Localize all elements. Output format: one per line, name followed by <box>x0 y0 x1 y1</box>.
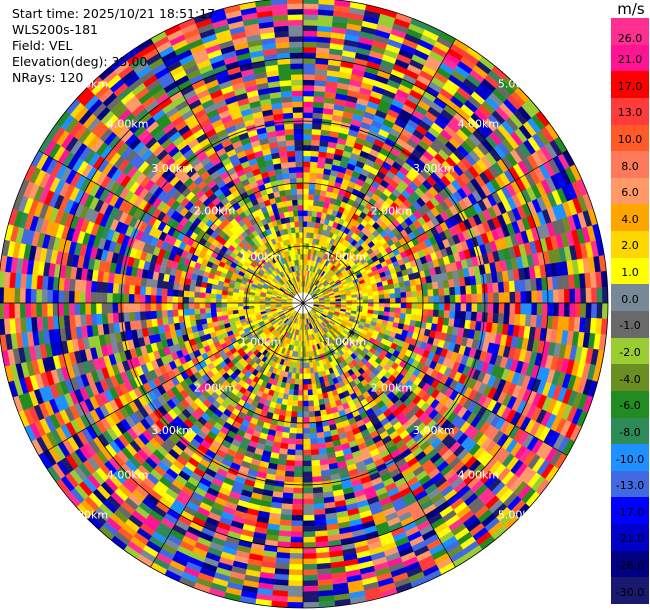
colorbar-tick-label: 2.0 <box>621 239 639 253</box>
range-ring-label: 1.00km <box>325 335 367 348</box>
colorbar-swatch <box>611 124 649 152</box>
colorbar-tick-label: -4.0 <box>619 372 641 386</box>
range-ring-label: 2.00km <box>371 381 413 394</box>
azimuth-spoke <box>302 38 456 304</box>
colorbar-swatch <box>611 71 649 99</box>
range-ring-label: 2.00km <box>194 381 236 394</box>
colorbar-tick-label: 8.0 <box>621 159 639 173</box>
azimuth-spoke <box>38 150 304 304</box>
nrays-label: NRays: 120 <box>12 70 84 85</box>
range-ring-label: 1.00km <box>240 251 282 264</box>
colorbar-swatch <box>611 577 649 605</box>
colorbar-swatch <box>611 390 649 419</box>
velocity-field <box>0 0 608 608</box>
range-ring-label: 4.00km <box>107 468 149 481</box>
colorbar-tick-label: -1.0 <box>619 319 641 333</box>
azimuth-spoke <box>302 302 456 568</box>
range-ring-label: 2.00km <box>371 205 413 218</box>
range-ring-label: 1.00km <box>325 251 367 264</box>
colorbar-swatch <box>611 231 649 259</box>
colorbar-tick-label: -17.0 <box>615 505 645 519</box>
azimuth-spoke <box>150 302 304 568</box>
range-ring-label: 5.00km <box>67 509 109 522</box>
colorbar-tick-label: 1.0 <box>621 266 639 280</box>
colorbar-swatch <box>611 44 649 72</box>
colorbar-swatch <box>611 18 649 46</box>
range-ring-label: 1.00km <box>240 335 282 348</box>
colorbar-swatch <box>611 311 649 339</box>
colorbar-tick-label: -13.0 <box>615 479 645 493</box>
colorbar-tick-label: -2.0 <box>619 345 641 359</box>
range-ring-label: 3.00km <box>413 424 455 437</box>
colorbar-tick-label: -26.0 <box>615 559 645 573</box>
colorbar-tick-label: 0.0 <box>621 292 639 306</box>
colorbar-tick-label: -10.0 <box>615 452 645 466</box>
colorbar-tick-label: 13.0 <box>617 106 643 120</box>
colorbar-swatch <box>611 497 649 525</box>
azimuth-spoke <box>302 150 568 304</box>
colorbar-tick-label: 21.0 <box>617 52 643 66</box>
colorbar-swatch <box>611 444 649 472</box>
range-ring-label: 3.00km <box>151 424 193 437</box>
range-ring-label: 4.00km <box>458 468 500 481</box>
colorbar-swatch <box>611 470 649 498</box>
colorbar-tick-label: 10.0 <box>617 132 643 146</box>
range-ring-label: 5.00km <box>67 77 109 90</box>
colorbar <box>611 18 649 605</box>
colorbar-swatch <box>611 550 649 578</box>
colorbar-swatch <box>611 284 649 312</box>
colorbar-tick-label: 6.0 <box>621 186 639 200</box>
colorbar-tick-label: 26.0 <box>617 32 643 46</box>
colorbar-tick-label: -30.0 <box>615 585 645 599</box>
range-ring-label: 3.00km <box>413 162 455 175</box>
instrument-label: WLS200s-181 <box>12 22 98 37</box>
range-ring-label: 5.00km <box>498 77 540 90</box>
start-time-label: Start time: 2025/10/21 18:51:17 <box>12 6 216 21</box>
colorbar-unit: m/s <box>617 0 645 18</box>
azimuth-spoke <box>150 38 304 304</box>
azimuth-spoke <box>302 302 568 456</box>
range-ring-label: 4.00km <box>458 118 500 131</box>
colorbar-swatch <box>611 257 649 285</box>
colorbar-swatch <box>611 417 649 445</box>
colorbar-tick-label: -8.0 <box>619 425 641 439</box>
field-label: Field: VEL <box>12 38 73 53</box>
colorbar-tick-label: 4.0 <box>621 212 639 226</box>
colorbar-swatch <box>611 364 649 392</box>
colorbar-swatch <box>611 151 649 179</box>
colorbar-swatch <box>611 337 649 365</box>
range-ring-label: 4.00km <box>107 118 149 131</box>
range-ring-label: 5.00km <box>498 509 540 522</box>
colorbar-swatch <box>611 204 649 232</box>
range-ring-label: 3.00km <box>151 162 193 175</box>
elevation-label: Elevation(deg): 35.00 <box>12 54 148 69</box>
colorbar-swatch <box>611 524 649 552</box>
colorbar-tick-label: 17.0 <box>617 79 643 93</box>
azimuth-spoke <box>38 302 304 456</box>
colorbar-swatch <box>611 177 649 205</box>
colorbar-tick-label: -6.0 <box>619 399 641 413</box>
colorbar-swatch <box>611 97 649 126</box>
range-ring-label: 2.00km <box>194 205 236 218</box>
colorbar-tick-label: -21.0 <box>615 532 645 546</box>
